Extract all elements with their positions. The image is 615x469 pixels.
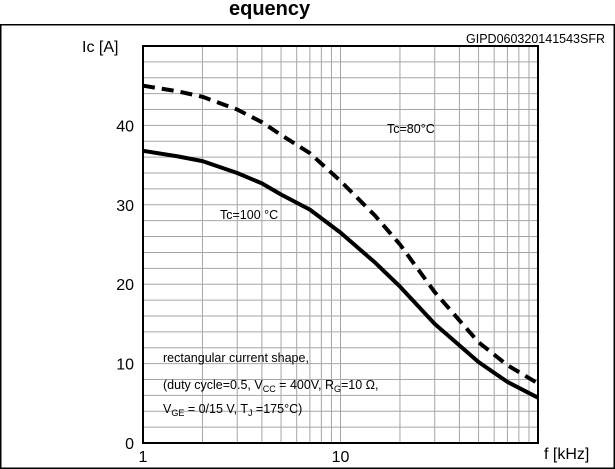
annotation-line: VGE = 0/15 V, TJ =175°C) [163,402,302,418]
series-label-tc80: Tc=80°C [387,122,435,136]
y-tick-label: 30 [116,198,134,215]
conditions-annotation: rectangular current shape, (duty cycle=0.… [163,351,378,418]
x-tick-label: 10 [332,449,350,466]
tick-labels: 0 10 20 30 40 1 10 [116,118,349,466]
partial-title: equency [229,0,311,20]
series-label-tc100: Tc=100 °C [220,208,278,222]
y-tick-label: 10 [116,357,134,374]
x-axis-label: f [kHz] [544,446,589,463]
y-tick-label: 20 [116,277,134,294]
outer-border [0,24,615,469]
annotation-line: rectangular current shape, [163,351,309,365]
y-tick-label: 40 [116,118,134,135]
frame [0,24,615,469]
y-axis-label: Ic [A] [82,39,118,56]
series-group [142,83,540,400]
annotation-line: (duty cycle=0.5, VCC = 400V, RG=10 Ω, [163,378,378,394]
series-line-0 [142,83,540,386]
grid [143,46,538,443]
figure-id: GIPD060320141543SFR [466,32,605,46]
x-tick-label: 1 [139,449,148,466]
y-tick-label: 0 [125,436,134,453]
series-line-1 [142,148,539,400]
plot-area-border [142,45,539,444]
